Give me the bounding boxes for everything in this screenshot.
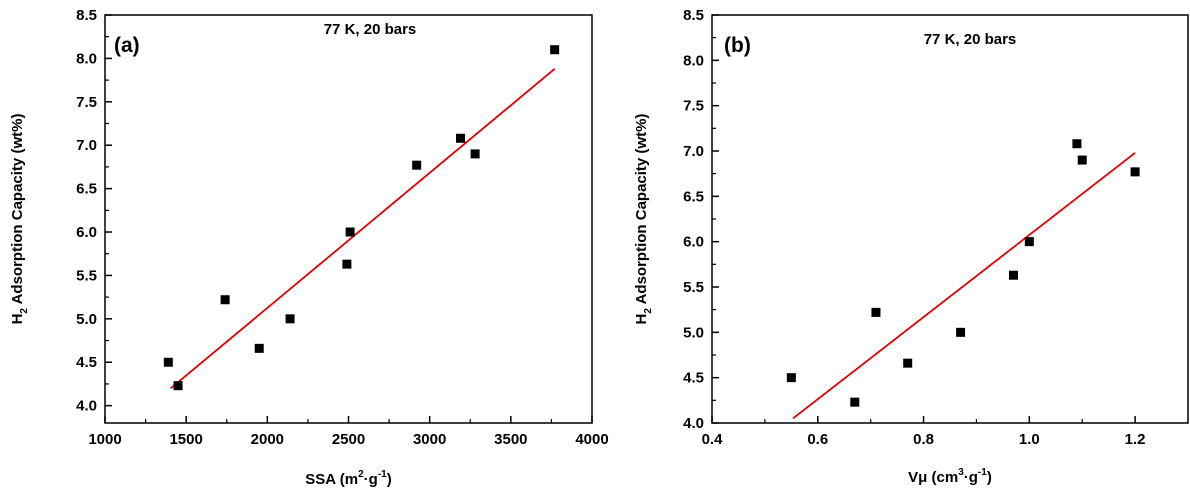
x-tick-label: 0.8 xyxy=(913,431,934,448)
panel-label: (a) xyxy=(114,34,140,57)
data-point xyxy=(1077,155,1087,165)
data-point xyxy=(470,149,480,159)
data-point xyxy=(550,45,560,55)
y-tick-label: 7.5 xyxy=(76,94,97,111)
y-axis-title: H2 Adsorption Capacity (wt%) xyxy=(9,114,30,325)
condition-annotation: 77 K, 20 bars xyxy=(924,31,1017,48)
y-tick-label: 8.5 xyxy=(76,7,97,24)
data-point xyxy=(956,327,966,337)
x-tick-label: 1.0 xyxy=(1019,431,1040,448)
y-tick-label: 7.0 xyxy=(76,137,97,154)
plot-frame xyxy=(711,14,1189,424)
data-point xyxy=(786,373,796,383)
data-point xyxy=(220,295,230,305)
x-tick-label: 3000 xyxy=(413,431,446,448)
y-tick-label: 7.5 xyxy=(683,98,704,115)
y-tick-label: 6.0 xyxy=(76,224,97,241)
y-tick-label: 5.0 xyxy=(76,311,97,328)
panel-label: (b) xyxy=(724,34,751,57)
data-point xyxy=(173,381,183,391)
data-point xyxy=(871,307,881,317)
data-point xyxy=(254,343,264,353)
y-tick-label: 8.0 xyxy=(683,52,704,69)
y-tick-label: 6.5 xyxy=(76,181,97,198)
x-tick-label: 1.2 xyxy=(1125,431,1146,448)
fit-line xyxy=(792,152,1136,420)
y-tick-label: 7.0 xyxy=(683,143,704,160)
data-point xyxy=(1008,270,1018,280)
x-axis-title: SSA (m2·g-1) xyxy=(305,469,391,488)
x-tick-label: 0.6 xyxy=(807,431,828,448)
chart-panel-a: 4.0 4.5 5.0 5.5 6.0 6.5 7.0 7.5 8.0 8.5 1000 1500 2… xyxy=(9,7,609,488)
data-point xyxy=(1072,139,1082,149)
fit-line xyxy=(170,68,556,389)
y-axis-title: H2 Adsorption Capacity (wt%) xyxy=(633,114,654,325)
x-tick-label: 3500 xyxy=(494,431,527,448)
y-tick-label: 4.0 xyxy=(76,398,97,415)
data-point xyxy=(342,259,352,269)
y-tick-label: 4.5 xyxy=(683,370,704,387)
y-tick-label: 8.5 xyxy=(683,7,704,24)
x-tick-label: 2000 xyxy=(251,431,284,448)
data-point xyxy=(412,160,422,170)
y-tick-label: 4.0 xyxy=(683,415,704,432)
data-point xyxy=(1024,237,1034,247)
data-points xyxy=(163,45,560,391)
data-point xyxy=(456,133,466,143)
x-tick-label: 4000 xyxy=(575,431,608,448)
condition-annotation: 77 K, 20 bars xyxy=(324,21,417,38)
x-tick-label: 2500 xyxy=(332,431,365,448)
plot-frame xyxy=(104,14,593,424)
y-tick-label: 5.5 xyxy=(683,279,704,296)
y-tick-label: 5.5 xyxy=(76,267,97,284)
data-points xyxy=(786,139,1140,407)
y-tick-label: 6.5 xyxy=(683,188,704,205)
y-tick-label: 6.0 xyxy=(683,234,704,251)
y-tick-label: 5.0 xyxy=(683,324,704,341)
data-point xyxy=(285,314,295,324)
data-point xyxy=(1130,167,1140,177)
chart-panel-b: 4.0 4.5 5.0 5.5 6.0 6.5 7.0 7.5 8.0 8.5 0.4 0.6 0.8… xyxy=(633,7,1189,486)
data-point xyxy=(345,227,355,237)
y-tick-label: 4.5 xyxy=(76,354,97,371)
y-axis: 4.0 4.5 5.0 5.5 6.0 6.5 7.0 7.5 8.0 8.5 xyxy=(683,7,719,432)
data-point xyxy=(163,357,173,367)
x-axis: 0.4 0.6 0.8 1.0 1.2 xyxy=(702,416,1146,448)
x-tick-label: 1500 xyxy=(169,431,202,448)
x-axis-title: Vμ (cm3·g-1) xyxy=(908,467,992,486)
data-point xyxy=(850,397,860,407)
x-tick-label: 1000 xyxy=(88,431,121,448)
x-tick-label: 0.4 xyxy=(702,431,724,448)
y-tick-label: 8.0 xyxy=(76,50,97,67)
data-point xyxy=(903,358,913,368)
y-axis: 4.0 4.5 5.0 5.5 6.0 6.5 7.0 7.5 8.0 8.5 xyxy=(76,7,112,415)
x-axis: 1000 1500 2000 2500 3000 3500 4000 xyxy=(88,416,609,448)
